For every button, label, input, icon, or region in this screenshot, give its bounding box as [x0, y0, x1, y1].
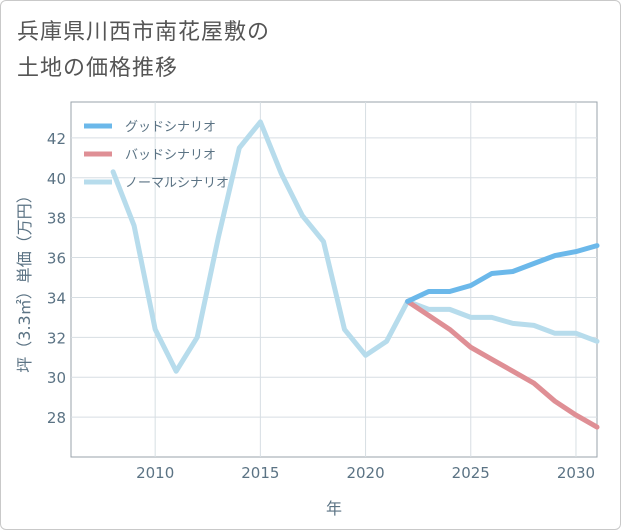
legend-label: グッドシナリオ [125, 120, 216, 135]
y-axis-label: 坪（3.3㎡）単価（万円） [15, 187, 34, 372]
x-tick-label: 2010 [136, 464, 174, 482]
series-line [405, 243, 600, 304]
ticks: 2010 2015 2020 2025 2030 28 30 32 34 36 38 40 42 [47, 130, 595, 482]
page-title-line-1: 兵庫県川西市南花屋敷の [17, 20, 271, 45]
series-line [405, 298, 600, 430]
y-tick-label: 30 [47, 369, 66, 387]
page-title: 兵庫県川西市南花屋敷の 土地の価格推移 [17, 15, 270, 87]
y-tick-label: 42 [47, 130, 66, 148]
y-tick-label: 36 [47, 250, 66, 268]
x-axis-label: 年 [326, 499, 342, 518]
page-title-line-2: 土地の価格推移 [17, 56, 179, 81]
y-tick-label: 34 [47, 289, 66, 307]
legend-label: バッドシナリオ [125, 148, 216, 163]
legend-label: ノーマルシナリオ [125, 176, 229, 191]
y-tick-label: 32 [47, 329, 66, 347]
y-tick-label: 38 [47, 210, 66, 228]
x-tick-label: 2020 [346, 464, 384, 482]
y-tick-label: 28 [47, 409, 66, 427]
series-line [110, 119, 600, 374]
y-tick-label: 40 [47, 170, 66, 188]
x-tick-label: 2015 [241, 464, 279, 482]
series-lines [110, 119, 600, 430]
x-tick-label: 2025 [452, 464, 490, 482]
x-tick-label: 2030 [557, 464, 595, 482]
